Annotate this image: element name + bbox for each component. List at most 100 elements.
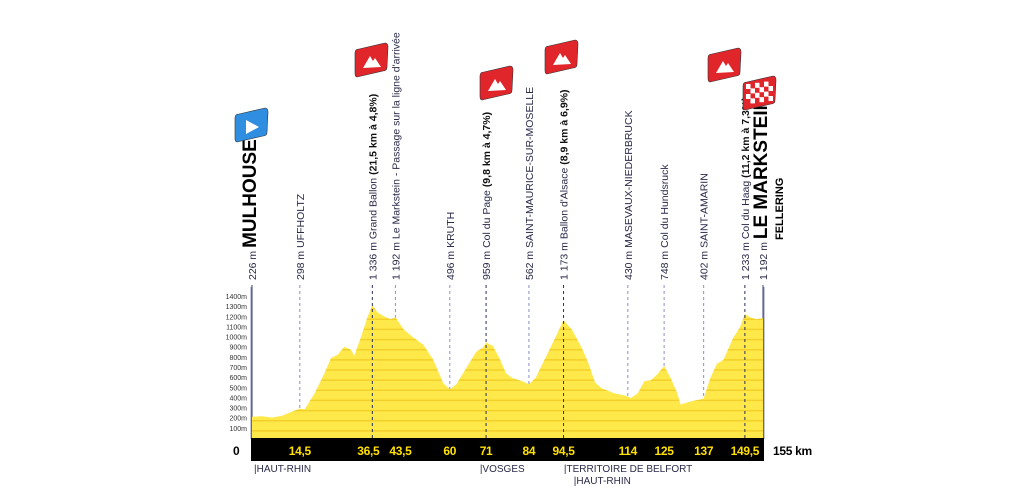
- km-marker-label: 125: [655, 444, 675, 458]
- waypoint-lines-over: [371, 285, 746, 439]
- mountain-icon: [488, 79, 506, 91]
- checkered-icon: [746, 84, 751, 89]
- waypoint-altitude: 959 m: [481, 248, 493, 280]
- y-tick-label: 100m: [229, 426, 247, 433]
- km-marker-label: 149,5: [731, 444, 760, 458]
- waypoint-name: Col du Hundsruck: [659, 164, 671, 248]
- mountain-flag: [479, 65, 514, 101]
- km-marker-label: 36,5: [357, 444, 380, 458]
- climb-detail: (8,9 km à 6,9%): [559, 89, 571, 167]
- checkered-icon: [768, 86, 773, 91]
- km-markers: 14,5 36,5 43,5 60 71 84 94,5 114 125 137 149,5: [289, 444, 760, 458]
- y-tick-label: 900m: [229, 345, 247, 352]
- checkered-icon: [768, 96, 773, 101]
- checkered-icon: [755, 82, 760, 88]
- waypoint-altitude: 402 m: [699, 248, 711, 280]
- start-flag: [234, 107, 269, 143]
- y-tick-label: 1000m: [226, 335, 248, 342]
- waypoint-name: MULHOUSE: [240, 139, 261, 248]
- mountain-flag: [544, 39, 579, 75]
- waypoint-label: 226 m MULHOUSE: [240, 139, 261, 280]
- y-tick-label: 800m: [229, 355, 247, 362]
- department-labels: |HAUT-RHIN |VOSGES |TERRITOIRE DE BELFORT|…: [254, 464, 692, 487]
- waypoint-altitude: 430 m: [623, 248, 635, 280]
- waypoint-altitude: 1 192 m: [390, 239, 402, 280]
- waypoint-name: Ballon d'Alsace: [559, 168, 571, 240]
- waypoint-altitude: 748 m: [659, 248, 671, 280]
- department-label: |HAUT-RHIN: [574, 476, 631, 487]
- checkered-icon: [755, 92, 760, 98]
- km-marker-label: 137: [694, 444, 714, 458]
- waypoint-name: SAINT-MAURICE-SUR-MOSELLE: [524, 87, 536, 248]
- x-start-label: 0: [233, 444, 240, 458]
- checkered-icon: [764, 91, 769, 97]
- waypoint-labels: 226 m MULHOUSE 298 m UFFHOLTZ 1 336 m Gran…: [240, 32, 786, 280]
- y-tick-label: 300m: [229, 406, 247, 413]
- checkered-icon: [750, 98, 755, 104]
- y-tick-label: 1200m: [226, 314, 248, 321]
- waypoint-label: 1 336 m Grand Ballon (21,5 km à 4,8%): [367, 94, 379, 280]
- km-marker-label: 43,5: [389, 444, 412, 458]
- km-marker-label: 114: [619, 444, 638, 458]
- waypoint-altitude: 496 m: [445, 248, 457, 280]
- mountain-icon: [553, 53, 571, 65]
- mountain-icon: [363, 56, 381, 68]
- checkered-icon: [759, 97, 764, 103]
- waypoint-altitude: 226 m: [247, 248, 259, 280]
- x-end-label: 155 km: [773, 444, 812, 458]
- y-tick-label: 700m: [229, 365, 247, 372]
- waypoint-label: 562 m SAINT-MAURICE-SUR-MOSELLE: [524, 87, 536, 280]
- waypoint-altitude: 1 233 m: [740, 239, 752, 280]
- mountain-flag: [707, 47, 742, 83]
- y-tick-label: 200m: [229, 416, 247, 423]
- y-axis: 100m 200m 300m 400m 500m 600m 700m 800m 900m 1000…: [226, 294, 248, 433]
- waypoint-altitude: 562 m: [524, 248, 536, 280]
- department-label: |TERRITOIRE DE BELFORT: [564, 464, 692, 475]
- waypoint-altitude: 1 173 m: [559, 239, 571, 280]
- km-marker-label: 14,5: [289, 444, 312, 458]
- waypoint-name: Grand Ballon: [367, 178, 379, 239]
- waypoint-name: MASEVAUX-NIEDERBRUCK: [623, 110, 635, 248]
- flags: [234, 39, 777, 143]
- department-label: |VOSGES: [480, 464, 525, 475]
- y-tick-label: 600m: [229, 375, 247, 382]
- waypoint-label: 748 m Col du Hundsruck: [659, 164, 671, 280]
- waypoint-name: UFFHOLTZ: [295, 193, 307, 248]
- elevation-profile-area: [252, 305, 763, 439]
- y-tick-label: 400m: [229, 395, 247, 402]
- y-tick-label: 500m: [229, 385, 247, 392]
- checkered-icon: [759, 87, 764, 93]
- km-marker-label: 71: [480, 444, 493, 458]
- waypoint-name: KRUTH: [445, 212, 457, 248]
- waypoint-label: 1 192 m LE MARKSTEIN: [751, 97, 772, 280]
- waypoint-label: 1 173 m Ballon d'Alsace (8,9 km à 6,9%): [559, 89, 571, 280]
- km-marker-label: 84: [523, 444, 536, 458]
- climb-detail: (9,8 km à 4,7%): [481, 112, 493, 190]
- waypoint-label: 402 m SAINT-AMARIN: [699, 173, 711, 280]
- waypoint-label: 959 m Col du Page (9,8 km à 4,7%): [481, 112, 493, 280]
- mountain-flag: [354, 42, 389, 78]
- waypoint-name: LE MARKSTEIN: [751, 97, 772, 240]
- mountain-icon: [716, 61, 734, 73]
- finish-subtitle: FELLERING: [774, 178, 786, 240]
- waypoint-label: 1 192 m Le Markstein - Passage sur la li…: [390, 32, 402, 280]
- waypoint-label: 430 m MASEVAUX-NIEDERBRUCK: [623, 110, 635, 280]
- play-arrow-icon: [246, 120, 259, 134]
- waypoint-altitude: 1 192 m: [758, 239, 770, 280]
- y-tick-label: 1400m: [226, 294, 248, 301]
- climb-detail: (21,5 km à 4,8%): [367, 94, 379, 178]
- waypoint-altitude: 298 m: [295, 248, 307, 280]
- waypoint-label: 1 233 m Col du Haag (11,2 km à 7,3%): [740, 97, 752, 280]
- waypoint-label: 496 m KRUTH: [445, 212, 457, 280]
- waypoint-name: Col du Haag: [740, 181, 752, 240]
- km-band: [251, 438, 764, 461]
- y-tick-label: 1100m: [226, 324, 247, 331]
- y-tick-label: 1300m: [226, 304, 248, 311]
- km-marker-label: 60: [443, 444, 456, 458]
- waypoint-name: Le Markstein - Passage sur la ligne d'ar…: [390, 32, 402, 239]
- climb-detail: (11,2 km à 7,3%): [740, 97, 752, 180]
- waypoint-name: SAINT-AMARIN: [699, 173, 711, 248]
- km-marker-label: 94,5: [552, 444, 575, 458]
- finish-flag: [742, 75, 777, 111]
